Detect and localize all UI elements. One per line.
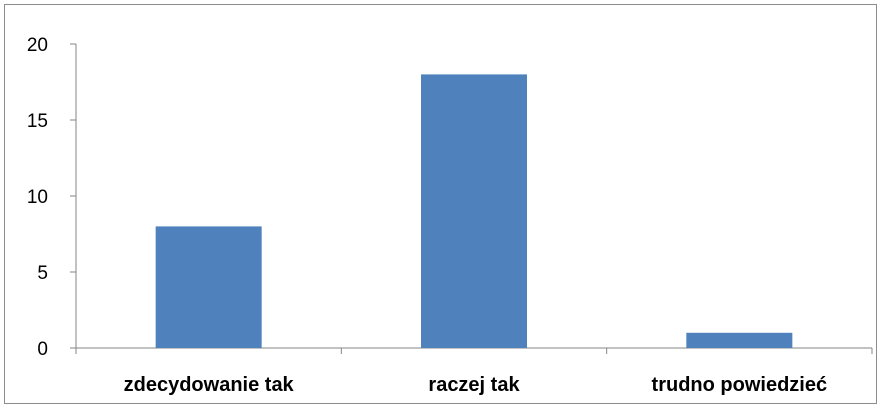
x-category-label: trudno powiedzieć	[652, 374, 828, 396]
x-category-label: zdecydowanie tak	[124, 374, 295, 396]
y-tick-label: 10	[27, 187, 48, 208]
y-tick-label: 15	[27, 111, 48, 132]
y-tick-label: 5	[37, 263, 48, 284]
y-tick-label: 0	[37, 339, 48, 360]
bar-2	[421, 74, 527, 349]
x-category-label: raczej tak	[428, 374, 520, 396]
bar-3	[686, 332, 793, 348]
y-tick-label: 20	[27, 35, 48, 56]
bar-1	[155, 226, 262, 348]
